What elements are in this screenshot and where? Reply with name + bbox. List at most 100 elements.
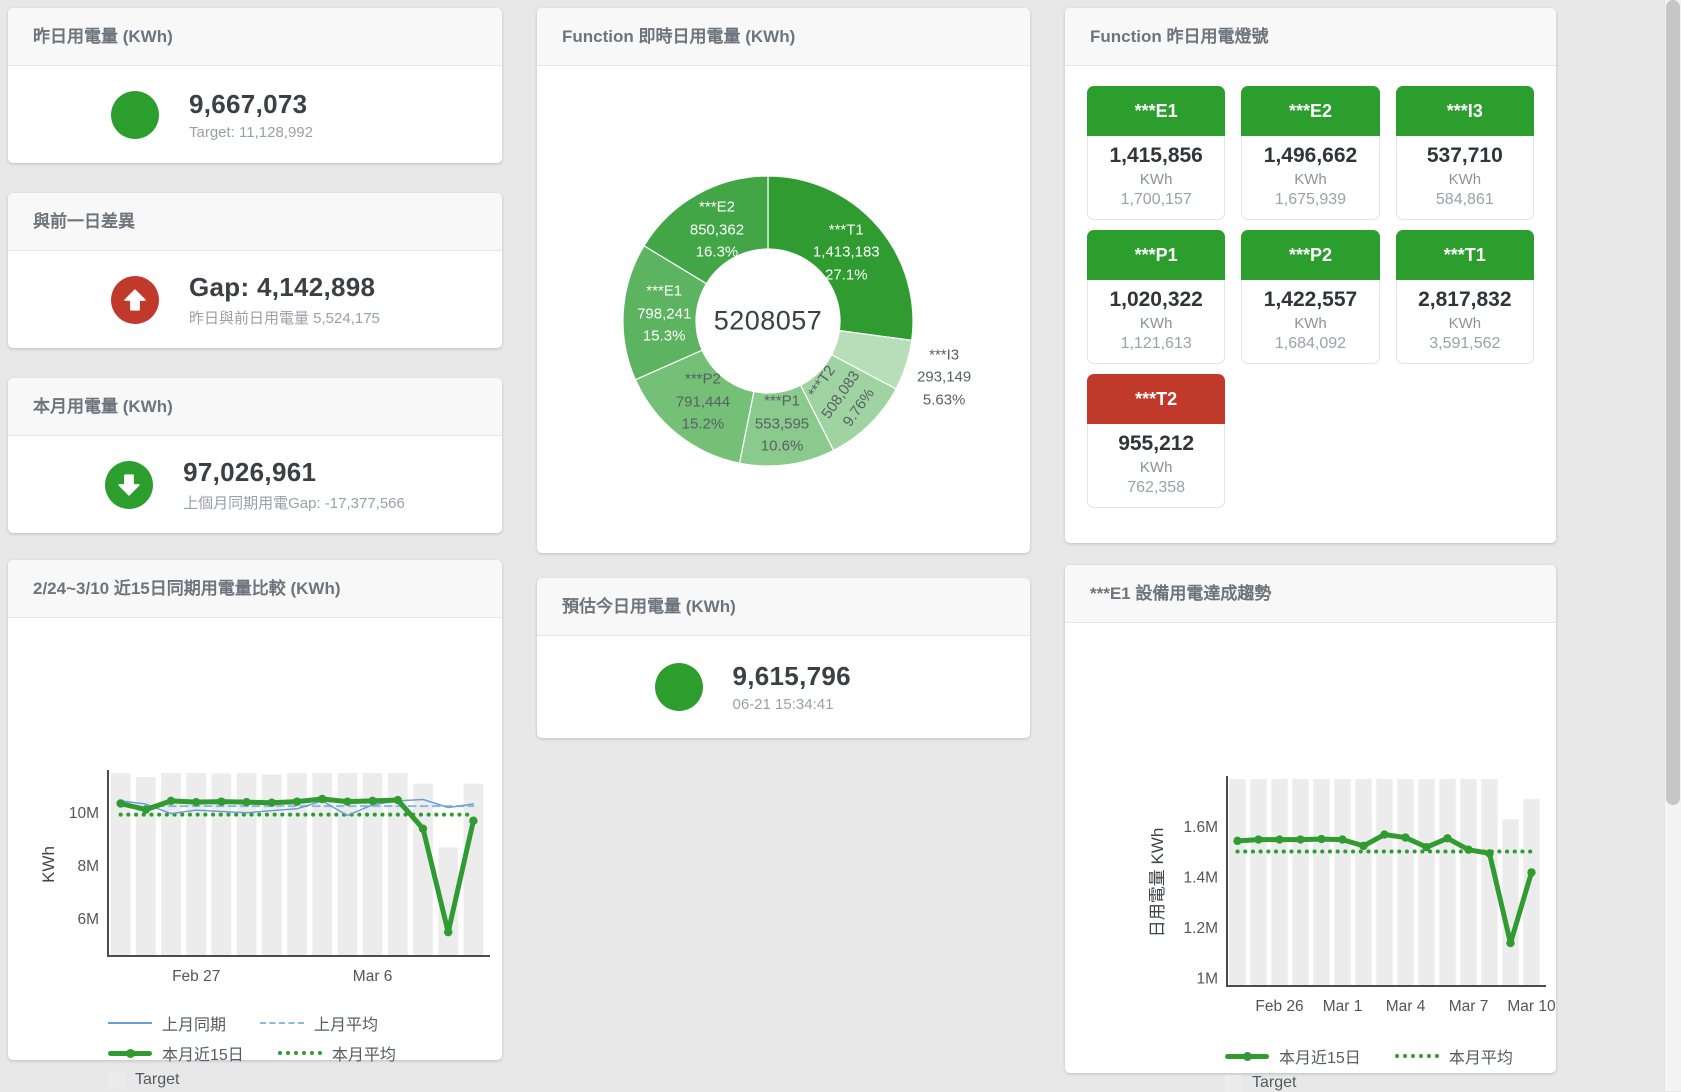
- svg-text:1.6M: 1.6M: [1184, 819, 1218, 836]
- legend-label: Target: [135, 1071, 179, 1089]
- tile-name: ***E2: [1241, 86, 1379, 136]
- card-trend-chart: ***E1 設備用電達成趨勢 1M1.2M1.4M1.6MFeb 26Mar 1…: [1065, 565, 1556, 1073]
- tile-body: 2,817,832KWh3,591,562: [1396, 280, 1534, 364]
- yesterday-stat: 9,667,073 Target: 11,128,992: [8, 66, 502, 163]
- legend-label: 上月平均: [314, 1011, 378, 1035]
- estimate-timestamp: 06-21 15:34:41: [733, 696, 913, 713]
- tile-value: 1,415,856: [1092, 144, 1220, 168]
- card-title: 昨日用電量 (KWh): [8, 8, 502, 66]
- tile-unit: KWh: [1092, 459, 1220, 476]
- compare-chart-body: 6M8M10MFeb 27Mar 6KWh 上月同期上月平均本月近15日本月平均…: [8, 618, 502, 1089]
- light-tile-***I3[interactable]: ***I3537,710KWh584,861: [1396, 86, 1534, 220]
- legend-item-本月平均[interactable]: 本月平均: [278, 1041, 396, 1065]
- green-dots-swatch-icon: [278, 1051, 322, 1055]
- yesterday-value: 9,667,073: [189, 89, 399, 120]
- light-tile-***T2[interactable]: ***T2 955,212 KWh 762,358: [1087, 374, 1225, 508]
- tile-body: 537,710KWh584,861: [1396, 136, 1534, 220]
- month-stat: 97,026,961 上個月同期用電Gap: -17,377,566: [8, 436, 502, 533]
- card-title: 預估今日用電量 (KWh): [537, 578, 1030, 636]
- estimate-title: 預估今日用電量 (KWh): [562, 597, 736, 616]
- compare-chart-legend: 上月同期 上月平均本月近15日 本月平均 Target: [108, 1011, 502, 1089]
- trend-chart-body: 1M1.2M1.4M1.6MFeb 26Mar 1Mar 4Mar 7Mar 1…: [1065, 623, 1556, 1092]
- tile-value: 955,212: [1092, 432, 1220, 456]
- tile-name: ***P1: [1087, 230, 1225, 280]
- gap-text: Gap: 4,142,898 昨日與前日用電量 5,524,175: [189, 272, 399, 328]
- card-title: ***E1 設備用電達成趨勢: [1065, 565, 1556, 623]
- svg-text:10M: 10M: [69, 805, 99, 822]
- light-tile-***T1[interactable]: ***T12,817,832KWh3,591,562: [1396, 230, 1534, 364]
- card-title: Function 即時日用電量 (KWh): [537, 8, 1030, 66]
- card-title: Function 昨日用電燈號: [1065, 8, 1556, 66]
- tile-target: 584,861: [1401, 191, 1529, 209]
- page-scrollbar[interactable]: [1664, 0, 1681, 1091]
- status-circle-icon: [111, 91, 159, 139]
- gap-title: 與前一日差異: [33, 212, 135, 231]
- gray-box-swatch-icon: [108, 1072, 125, 1089]
- light-tile-***P1[interactable]: ***P11,020,322KWh1,121,613: [1087, 230, 1225, 364]
- light-tile-***P2[interactable]: ***P21,422,557KWh1,684,092: [1241, 230, 1379, 364]
- card-realtime-donut: Function 即時日用電量 (KWh) 5208057 ***T11,413…: [537, 8, 1030, 553]
- tile-body: 1,020,322KWh1,121,613: [1087, 280, 1225, 364]
- legend-label: 本月平均: [332, 1041, 396, 1065]
- svg-text:8M: 8M: [77, 858, 99, 875]
- svg-text:Mar 1: Mar 1: [1323, 998, 1363, 1015]
- tile-unit: KWh: [1401, 315, 1529, 332]
- month-subtext: 上個月同期用電Gap: -17,377,566: [183, 492, 405, 513]
- gap-subtext: 昨日與前日用電量 5,524,175: [189, 307, 399, 328]
- green-line-swatch-icon: [1225, 1054, 1269, 1059]
- trend-chart-legend: 本月近15日 本月平均 Target: [1225, 1044, 1556, 1092]
- svg-text:Feb 26: Feb 26: [1255, 998, 1303, 1015]
- tile-value: 2,817,832: [1401, 288, 1529, 312]
- card-lights: Function 昨日用電燈號 ***E11,415,856KWh1,700,1…: [1065, 8, 1556, 543]
- legend-item-本月近15日[interactable]: 本月近15日: [1225, 1044, 1361, 1068]
- legend-row: 上月同期 上月平均: [108, 1011, 502, 1035]
- tile-name: ***E1: [1087, 86, 1225, 136]
- legend-item-Target[interactable]: Target: [1225, 1074, 1296, 1092]
- legend-item-Target[interactable]: Target: [108, 1071, 179, 1089]
- tile-body: 1,422,557KWh1,684,092: [1241, 280, 1379, 364]
- light-tile-***E2[interactable]: ***E21,496,662KWh1,675,939: [1241, 86, 1379, 220]
- tile-value: 1,422,557: [1246, 288, 1374, 312]
- donut-center-total: 5208057: [714, 306, 823, 337]
- legend-item-本月近15日[interactable]: 本月近15日: [108, 1041, 244, 1065]
- arrow-up-icon: [111, 276, 159, 324]
- trend-chart-title: ***E1 設備用電達成趨勢: [1090, 584, 1271, 603]
- tile-target: 762,358: [1092, 479, 1220, 497]
- tile-name: ***T2: [1087, 374, 1225, 424]
- legend-row: 本月近15日 本月平均: [1225, 1044, 1556, 1068]
- legend-item-本月平均[interactable]: 本月平均: [1395, 1044, 1513, 1068]
- scrollbar-thumb[interactable]: [1666, 0, 1680, 805]
- tile-unit: KWh: [1246, 171, 1374, 188]
- tile-body: 1,496,662KWh1,675,939: [1241, 136, 1379, 220]
- trend-chart-canvas: 1M1.2M1.4M1.6MFeb 26Mar 1Mar 4Mar 7Mar 1…: [1077, 771, 1557, 1031]
- legend-label: 本月近15日: [1279, 1044, 1361, 1068]
- legend-item-上月同期[interactable]: 上月同期: [108, 1011, 226, 1035]
- tile-name: ***T1: [1396, 230, 1534, 280]
- tile-target: 1,684,092: [1246, 335, 1374, 353]
- legend-label: 本月近15日: [162, 1041, 244, 1065]
- gray-box-swatch-icon: [1225, 1075, 1242, 1092]
- month-text: 97,026,961 上個月同期用電Gap: -17,377,566: [183, 457, 405, 513]
- svg-text:6M: 6M: [77, 911, 99, 928]
- svg-text:日用電量 KWh: 日用電量 KWh: [1148, 828, 1167, 938]
- estimate-text: 9,615,796 06-21 15:34:41: [733, 661, 913, 713]
- card-compare-chart: 2/24~3/10 近15日同期用電量比較 (KWh) 6M8M10MFeb 2…: [8, 560, 502, 1060]
- green-line-swatch-icon: [108, 1051, 152, 1056]
- light-tile-***E1[interactable]: ***E11,415,856KWh1,700,157: [1087, 86, 1225, 220]
- legend-item-上月平均[interactable]: 上月平均: [260, 1011, 378, 1035]
- card-title: 2/24~3/10 近15日同期用電量比較 (KWh): [8, 560, 502, 618]
- svg-text:1.2M: 1.2M: [1184, 920, 1218, 937]
- svg-text:Mar 7: Mar 7: [1449, 998, 1489, 1015]
- month-title: 本月用電量 (KWh): [33, 397, 173, 416]
- card-estimate-today: 預估今日用電量 (KWh) 9,615,796 06-21 15:34:41: [537, 578, 1030, 738]
- card-title: 本月用電量 (KWh): [8, 378, 502, 436]
- card-gap-prev-day: 與前一日差異 Gap: 4,142,898 昨日與前日用電量 5,524,175: [8, 193, 502, 348]
- svg-text:Mar 6: Mar 6: [353, 968, 393, 985]
- legend-label: Target: [1252, 1074, 1296, 1092]
- card-title: 與前一日差異: [8, 193, 502, 251]
- card-yesterday-usage: 昨日用電量 (KWh) 9,667,073 Target: 11,128,992: [8, 8, 502, 163]
- legend-row: Target: [108, 1071, 502, 1089]
- compare-chart-title: 2/24~3/10 近15日同期用電量比較 (KWh): [33, 579, 341, 598]
- compare-chart-canvas: 6M8M10MFeb 27Mar 6KWh: [20, 768, 500, 998]
- blue-dash-swatch-icon: [260, 1022, 304, 1024]
